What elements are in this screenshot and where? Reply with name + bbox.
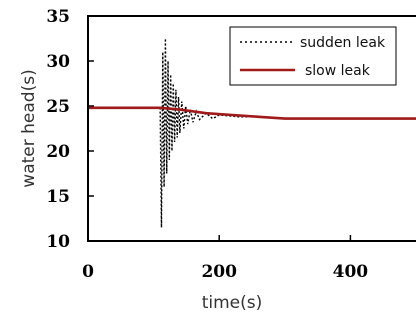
plot-frame: [87, 15, 416, 242]
y-axis-ticks: 10 15 20 25 30 35: [46, 7, 94, 252]
y-axis-label: water head(s): [19, 69, 39, 187]
y-tick-label: 10: [46, 232, 70, 252]
y-tick-label: 30: [46, 52, 70, 72]
legend-label-sudden-leak: sudden leak: [300, 35, 386, 51]
x-axis-label: time(s): [202, 293, 263, 313]
x-tick-label: 0: [82, 262, 94, 282]
y-tick-label: 20: [46, 142, 70, 162]
x-tick-label: 200: [201, 262, 237, 282]
series-line-slow-leak: [88, 106, 416, 120]
y-tick-label: 35: [46, 7, 70, 27]
series-line-sudden-leak: [88, 38, 416, 228]
x-tick-label: 400: [333, 262, 369, 282]
y-tick-label: 15: [46, 187, 70, 207]
y-tick-label: 25: [46, 97, 70, 117]
x-axis-ticks: 0 200 400: [82, 235, 368, 282]
legend-label-slow-leak: slow leak: [305, 63, 371, 79]
series-layer: [88, 38, 416, 228]
legend: sudden leak slow leak: [229, 26, 397, 86]
legend-box: [229, 26, 397, 86]
